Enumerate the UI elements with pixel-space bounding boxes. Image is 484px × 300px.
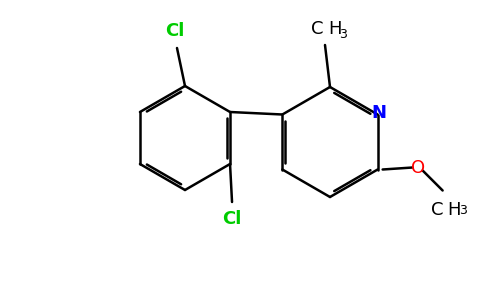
Text: H: H — [328, 20, 342, 38]
Text: C: C — [431, 200, 444, 218]
Text: 3: 3 — [339, 28, 347, 41]
Text: Cl: Cl — [166, 22, 185, 40]
Text: 3: 3 — [459, 203, 467, 217]
Text: C: C — [312, 20, 324, 38]
Text: O: O — [410, 158, 424, 176]
Text: N: N — [371, 104, 386, 122]
Text: Cl: Cl — [222, 210, 242, 228]
Text: H: H — [448, 200, 461, 218]
